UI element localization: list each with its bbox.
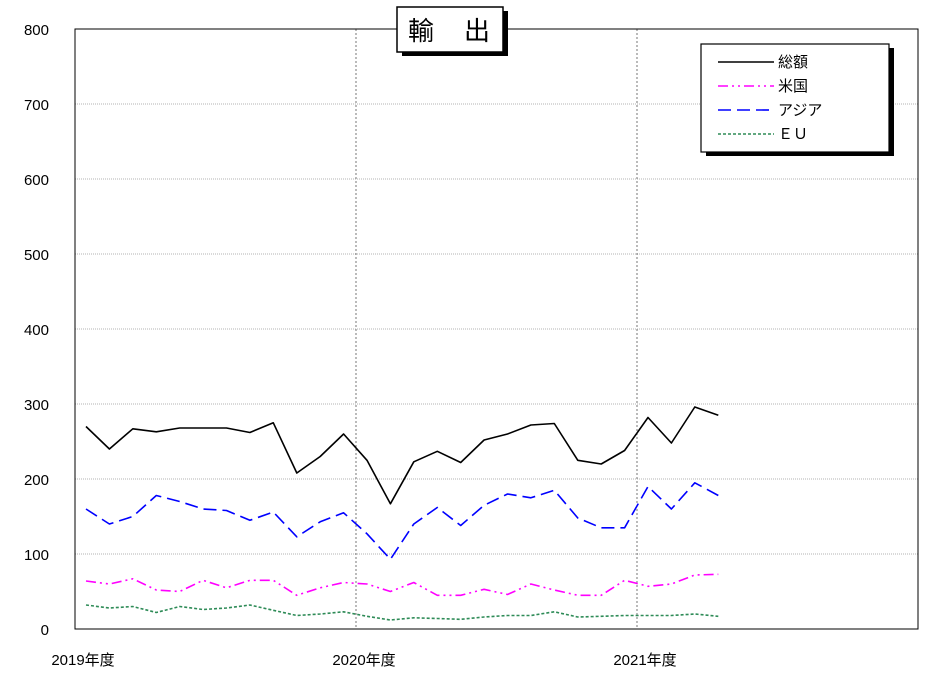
chart-title-box: 輸 出 [396, 6, 508, 56]
y-tick-label: 500 [24, 247, 49, 264]
x-tick-label: 2021年度 [613, 652, 676, 669]
series-line [85, 406, 719, 505]
chart-title: 輸 出 [408, 17, 492, 47]
series-lines [85, 406, 719, 621]
legend-label: アジア [778, 101, 822, 119]
y-tick-label: 200 [24, 472, 49, 489]
x-axis-ticks: 2019年度 2020年度 2021年度 [51, 652, 676, 669]
y-tick-label: 100 [24, 547, 49, 564]
y-tick-label: 800 [24, 22, 49, 39]
series-line [85, 481, 719, 561]
legend-label: 総額 [778, 53, 808, 71]
series-line [85, 604, 719, 621]
y-tick-label: 600 [24, 172, 49, 189]
series-line [85, 573, 719, 597]
y-tick-label: 400 [24, 322, 49, 339]
y-axis-ticks: 0 100 200 300 400 500 600 700 800 [24, 22, 49, 639]
y-tick-label: 300 [24, 397, 49, 414]
x-tick-label: 2019年度 [51, 652, 114, 669]
x-tick-label: 2020年度 [332, 652, 395, 669]
y-tick-label: 0 [41, 622, 49, 639]
legend-label: ＥＵ [778, 125, 808, 143]
y-tick-label: 700 [24, 97, 49, 114]
legend-label: 米国 [778, 77, 808, 95]
